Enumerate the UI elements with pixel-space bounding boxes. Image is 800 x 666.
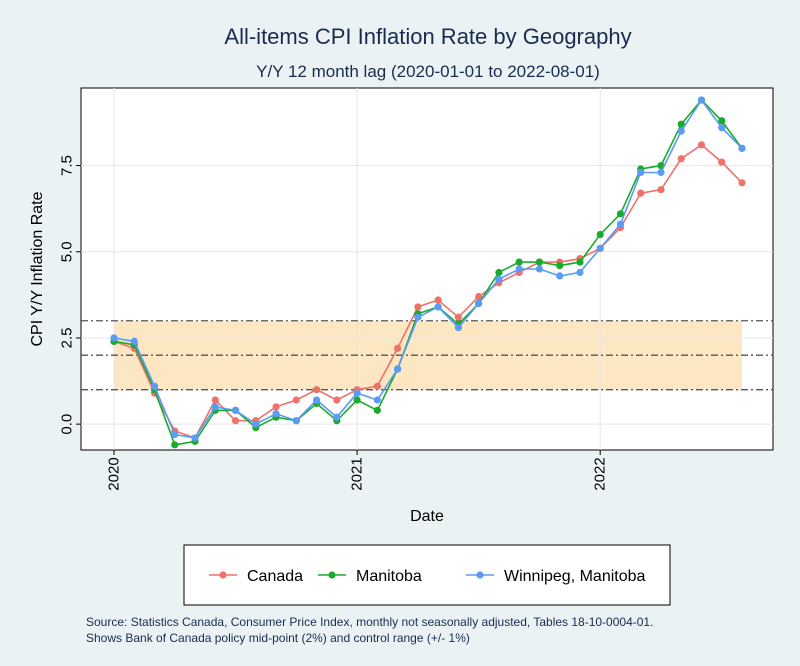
legend-label: Winnipeg, Manitoba: [504, 568, 646, 585]
data-point: [616, 210, 625, 218]
data-point: [292, 396, 300, 404]
legend: Canada Manitoba Winnipeg, Manitoba: [209, 568, 646, 585]
data-point: [252, 420, 260, 428]
data-point: [677, 155, 685, 163]
data-point: [414, 303, 422, 311]
data-point: [272, 403, 280, 411]
data-point: [657, 186, 665, 194]
y-tick-label: 0.0: [59, 414, 76, 435]
data-point: [718, 158, 726, 166]
plot-area: [80, 87, 774, 451]
y-tick-label: 2.5: [59, 328, 76, 349]
x-tick-label: 2020: [106, 457, 123, 490]
y-tick-label: 7.5: [59, 155, 76, 176]
legend-box: [183, 544, 671, 606]
data-point: [150, 382, 159, 390]
data-point: [171, 430, 179, 439]
data-point: [535, 265, 544, 273]
data-point: [272, 410, 280, 418]
chart-title: All-items CPI Inflation Rate by Geograph…: [224, 24, 631, 49]
data-point: [110, 334, 118, 342]
data-point: [475, 292, 483, 301]
data-point: [333, 413, 341, 421]
data-point: [475, 299, 483, 308]
data-point: [373, 382, 381, 390]
data-point: [718, 117, 726, 125]
data-point: [495, 268, 503, 277]
data-point: [353, 389, 361, 397]
y-tick-label: 5.0: [59, 241, 76, 262]
data-point: [373, 406, 381, 414]
data-point: [373, 396, 381, 404]
data-point: [394, 365, 402, 373]
series-layer: [110, 96, 746, 449]
reference-lines: [81, 320, 773, 391]
axes: 0.0 2.5 5.0 7.5 2020 2021 2022: [59, 155, 609, 491]
legend-label: Canada: [247, 568, 303, 585]
data-point: [211, 396, 219, 404]
data-point: [171, 441, 179, 449]
data-point: [312, 386, 321, 394]
legend-swatch-marker: [219, 571, 227, 579]
data-point: [637, 189, 645, 197]
legend-swatch-marker: [328, 571, 336, 579]
data-point: [292, 417, 300, 425]
data-point: [454, 324, 462, 332]
data-point: [434, 303, 442, 311]
series-line: [113, 143, 743, 439]
data-point: [414, 313, 422, 321]
source-note-line1: Source: Statistics Canada, Consumer Pric…: [86, 615, 653, 629]
data-point: [515, 258, 523, 266]
data-point: [556, 261, 564, 270]
data-point: [211, 403, 219, 411]
data-point: [697, 96, 706, 104]
data-point: [616, 220, 625, 228]
chart-subtitle: Y/Y 12 month lag (2020-01-01 to 2022-08-…: [256, 62, 600, 81]
x-tick-label: 2022: [592, 457, 609, 490]
data-point: [596, 244, 604, 252]
legend-label: Manitoba: [356, 568, 422, 585]
data-point: [697, 141, 706, 149]
data-point: [130, 337, 138, 345]
data-point: [434, 296, 442, 304]
data-point: [718, 124, 726, 132]
data-point: [333, 396, 341, 404]
data-point: [515, 265, 523, 273]
data-point: [353, 396, 361, 404]
data-point: [231, 406, 240, 414]
x-axis-label: Date: [410, 508, 444, 525]
data-point: [191, 434, 199, 442]
source-note-line2: Shows Bank of Canada policy mid-point (2…: [86, 631, 470, 645]
x-tick-label: 2021: [349, 457, 366, 490]
data-point: [535, 258, 544, 266]
data-point: [312, 396, 321, 404]
data-point: [576, 258, 584, 266]
data-point: [495, 275, 503, 283]
data-point: [394, 344, 402, 352]
data-point: [556, 272, 564, 280]
data-point: [637, 168, 645, 177]
data-point: [657, 168, 665, 177]
y-axis-label: CPI Y/Y Inflation Rate: [29, 191, 46, 346]
data-point: [738, 144, 746, 152]
data-point: [738, 179, 746, 187]
legend-swatch-marker: [476, 571, 484, 579]
data-point: [576, 268, 584, 277]
data-point: [677, 120, 685, 128]
data-point: [677, 127, 685, 135]
data-point: [454, 313, 462, 321]
data-point: [596, 230, 604, 239]
data-point: [231, 417, 240, 425]
